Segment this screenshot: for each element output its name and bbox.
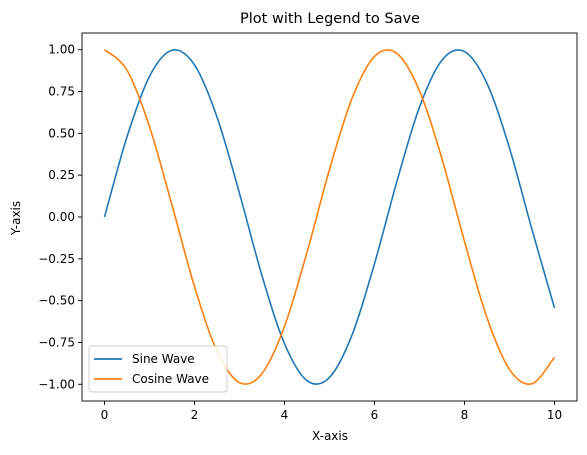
y-tick-label: −0.75 [38, 335, 75, 349]
y-tick-label: 1.00 [48, 43, 75, 57]
x-axis-label: X-axis [312, 429, 348, 443]
x-tick-label: 4 [281, 408, 289, 422]
y-tick-label: −0.50 [38, 294, 75, 308]
legend-box [88, 345, 228, 393]
y-tick-label: −1.00 [38, 377, 75, 391]
plot-area: 0 2 4 6 8 10 −1.00 −0.75 −0.50 −0.25 0.00 0.25 0.50 0… [38, 32, 578, 422]
chart-title: Plot with Legend to Save [240, 11, 420, 27]
y-axis-label: Y-axis [9, 201, 23, 236]
legend-label-sine: Sine Wave [132, 352, 195, 366]
y-tick-label: 0.50 [48, 126, 75, 140]
x-tick-label: 2 [191, 408, 199, 422]
x-tick-label: 0 [101, 408, 109, 422]
series-line-cosine [103, 49, 556, 385]
x-tick-label: 10 [547, 408, 562, 422]
legend-label-cosine: Cosine Wave [132, 372, 209, 386]
x-tick-label: 6 [371, 408, 379, 422]
series-line-sine [103, 49, 556, 385]
y-tick-label: 0.00 [48, 210, 75, 224]
y-tick-label: 0.25 [48, 168, 75, 182]
y-tick-label: 0.75 [48, 85, 75, 99]
x-tick-label: 8 [461, 408, 469, 422]
y-tick-label: −0.25 [38, 252, 75, 266]
